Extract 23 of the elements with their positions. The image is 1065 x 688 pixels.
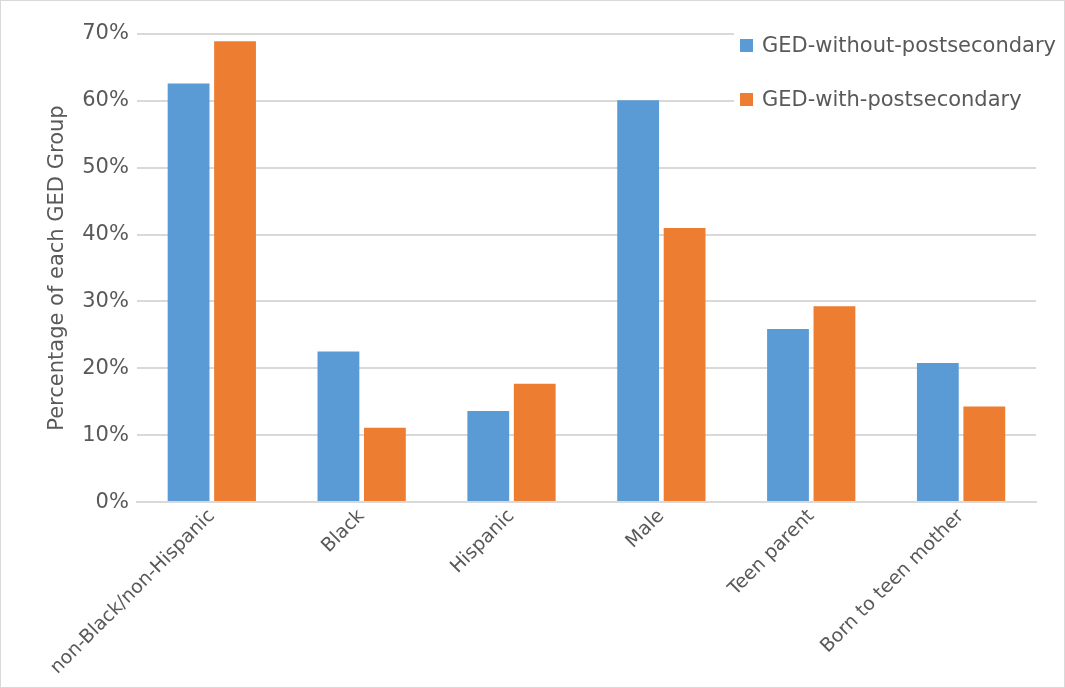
bar (663, 227, 706, 502)
bar (513, 383, 556, 502)
legend-label: GED-without-postsecondary (762, 33, 1056, 57)
bar (963, 406, 1006, 502)
bar (214, 41, 256, 502)
y-tick-label: 30% (82, 287, 129, 312)
bar (813, 306, 856, 502)
bar (617, 100, 660, 502)
y-tick-label: 60% (82, 87, 129, 112)
bar (363, 427, 406, 502)
y-tick-label: 70% (82, 20, 129, 45)
y-tick-label: 20% (82, 354, 129, 379)
y-tick-label: 0% (95, 488, 129, 513)
legend-label: GED-with-postsecondary (762, 87, 1022, 111)
bar (916, 362, 959, 502)
y-tick-label: 50% (82, 154, 129, 179)
bar (317, 351, 360, 502)
bar (767, 328, 809, 502)
bar (467, 411, 510, 502)
y-tick-label: 10% (82, 421, 129, 446)
bar (167, 83, 210, 502)
y-tick-label: 40% (82, 221, 129, 246)
y-axis-title: Percentage of each GED Group (44, 105, 69, 431)
